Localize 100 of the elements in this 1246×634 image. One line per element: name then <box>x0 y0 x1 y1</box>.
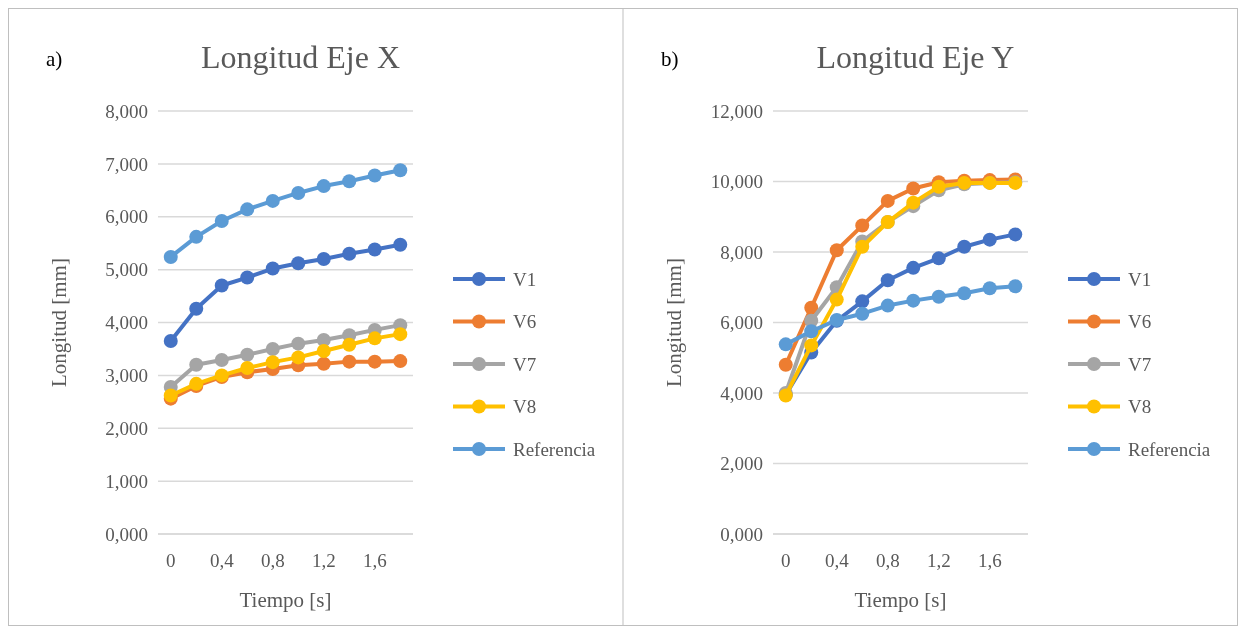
point <box>804 324 819 339</box>
point <box>163 334 178 349</box>
x-tick-label: 0,8 <box>260 550 285 571</box>
point <box>265 355 280 370</box>
point <box>393 327 408 342</box>
y-tick-label: 5,000 <box>105 259 148 281</box>
point <box>982 232 997 247</box>
point <box>931 179 946 194</box>
point <box>829 243 844 258</box>
point <box>855 239 870 254</box>
point <box>931 289 946 304</box>
legend-label: V6 <box>1128 311 1152 333</box>
point <box>393 354 408 369</box>
x-tick-label: 0,4 <box>209 550 235 571</box>
y-tick-label: 12,000 <box>710 100 763 122</box>
point <box>957 286 972 301</box>
y-tick-label: 6,000 <box>720 312 763 334</box>
legend-label: V1 <box>1128 268 1152 290</box>
point <box>316 344 331 359</box>
x-tick-label: 0 <box>781 550 791 571</box>
point <box>957 239 972 254</box>
point <box>291 185 306 200</box>
point <box>189 229 204 244</box>
legend-label: V8 <box>513 396 537 418</box>
y-tick-label: 0,000 <box>105 523 148 545</box>
point <box>367 242 382 257</box>
point <box>906 293 921 308</box>
point <box>291 336 306 351</box>
y-tick-label: 7,000 <box>105 153 148 175</box>
point <box>906 195 921 210</box>
x-axis-title: Tiempo [s] <box>239 588 332 612</box>
text: b) <box>661 47 679 71</box>
x-tick-label: 1,2 <box>311 550 336 571</box>
point <box>906 181 921 196</box>
chart-title: Longitud Eje Y <box>816 39 1015 75</box>
legend-label: Referencia <box>513 438 596 460</box>
y-axis-title: Longitud [mm] <box>662 258 686 387</box>
text: a) <box>46 47 63 71</box>
point <box>240 360 255 375</box>
point <box>342 337 357 352</box>
y-tick-label: 8,000 <box>720 241 763 263</box>
y-tick-label: 2,000 <box>720 453 763 475</box>
point <box>342 246 357 261</box>
y-tick-label: 4,000 <box>720 382 763 404</box>
point <box>291 256 306 271</box>
point <box>931 251 946 266</box>
point <box>163 249 178 264</box>
x-tick-label: 1,2 <box>926 550 951 571</box>
point <box>906 260 921 275</box>
y-tick-label: 8,000 <box>105 100 148 122</box>
legend-label: V8 <box>1128 396 1152 418</box>
point <box>240 202 255 217</box>
point <box>342 174 357 189</box>
x-tick-label: 1,6 <box>977 550 1002 571</box>
y-tick-label: 10,000 <box>710 171 763 193</box>
point <box>189 357 204 372</box>
point <box>982 281 997 296</box>
y-axis-title: Longitud [mm] <box>47 258 71 387</box>
legend-label: V7 <box>1128 353 1152 375</box>
point <box>855 218 870 233</box>
point <box>265 261 280 276</box>
point <box>316 252 331 267</box>
point <box>1008 279 1023 294</box>
x-tick-label: 1,6 <box>362 550 387 571</box>
point <box>880 193 895 208</box>
point <box>367 354 382 369</box>
y-tick-label: 1,000 <box>105 470 148 492</box>
y-tick-label: 6,000 <box>105 206 148 228</box>
y-tick-label: 2,000 <box>105 417 148 439</box>
point <box>393 237 408 252</box>
point <box>1008 227 1023 242</box>
point <box>804 300 819 315</box>
y-tick-label: 4,000 <box>105 312 148 334</box>
point <box>855 306 870 321</box>
y-tick-label: 3,000 <box>105 365 148 387</box>
x-tick-label: 0,4 <box>824 550 850 571</box>
legend-label: V6 <box>513 311 537 333</box>
point <box>880 298 895 313</box>
point <box>778 337 793 352</box>
point <box>316 356 331 371</box>
point <box>342 354 357 369</box>
point <box>829 292 844 307</box>
point <box>214 278 229 293</box>
point <box>214 353 229 368</box>
legend-label: Referencia <box>1128 438 1211 460</box>
point <box>214 213 229 228</box>
point <box>855 294 870 309</box>
x-axis-title: Tiempo [s] <box>854 588 947 612</box>
x-tick-label: 0,8 <box>875 550 900 571</box>
point <box>189 301 204 316</box>
point <box>316 179 331 194</box>
point <box>265 193 280 208</box>
point <box>804 338 819 353</box>
point <box>880 273 895 288</box>
point <box>240 270 255 285</box>
legend-label: V7 <box>513 353 537 375</box>
legend-label: V1 <box>513 268 537 290</box>
point <box>393 163 408 178</box>
point <box>265 341 280 356</box>
point <box>778 357 793 372</box>
